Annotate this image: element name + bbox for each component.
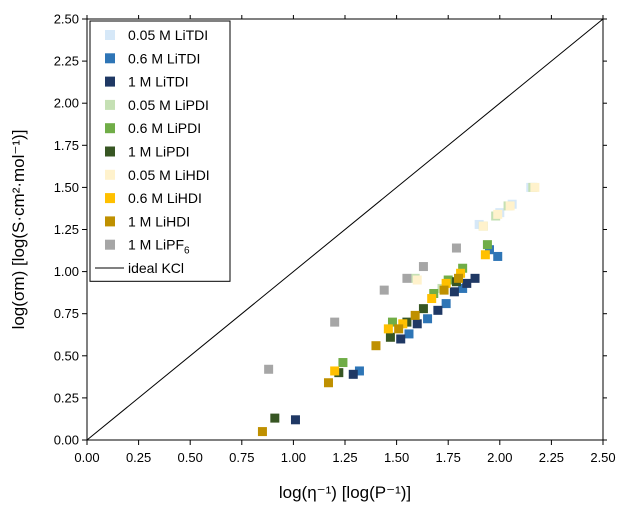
data-point-9-4	[418, 262, 428, 272]
data-point-6-4	[530, 182, 540, 192]
data-point-4-4	[458, 263, 468, 273]
x-tick-label-2: 0.50	[178, 450, 203, 465]
data-point-4-2	[429, 288, 439, 298]
y-axis-title: log(σm) [log(S·cm²·mol⁻¹)]	[9, 130, 28, 330]
legend-swatch-4	[105, 123, 115, 134]
data-point-2-6	[462, 278, 472, 288]
y-tick-label-7: 1.75	[54, 138, 79, 153]
data-point-5-4	[418, 304, 428, 314]
data-point-8-4	[410, 310, 420, 320]
data-point-7-2	[398, 319, 408, 329]
legend-label-2: 1 M LiTDI	[128, 74, 189, 90]
data-point-6-1	[478, 221, 488, 231]
data-point-4-0	[338, 358, 348, 368]
data-point-8-1	[323, 378, 333, 388]
y-tick-label-3: 0.75	[54, 306, 79, 321]
data-point-8-2	[371, 341, 381, 351]
legend: 0.05 M LiTDI 0.6 M LiTDI 1 M LiTDI 0.05 M L…	[89, 20, 231, 282]
data-point-7-1	[383, 324, 393, 334]
legend-label-ideal-kcl: ideal KCl	[128, 260, 184, 276]
data-point-8-6	[454, 273, 464, 283]
legend-label-9: 1 M LiPF6	[128, 237, 190, 257]
data-point-1-2	[423, 314, 433, 324]
data-point-2-2	[396, 334, 406, 344]
x-tick-label-5: 1.25	[332, 450, 357, 465]
legend-label-0: 0.05 M LiTDI	[128, 27, 208, 43]
y-tick-label-5: 1.25	[54, 222, 79, 237]
data-point-9-3	[402, 273, 412, 283]
data-point-7-4	[441, 278, 451, 288]
y-tick-label-2: 0.50	[54, 348, 79, 363]
legend-swatch-0	[105, 30, 115, 40]
data-point-2-1	[348, 369, 358, 379]
x-tick-label-1: 0.25	[126, 450, 151, 465]
legend-swatch-2	[105, 76, 115, 87]
data-point-2-4	[433, 305, 443, 315]
y-tick-label-9: 2.25	[54, 54, 79, 69]
data-point-2-5	[449, 287, 459, 297]
legend-label-1: 0.6 M LiTDI	[128, 50, 200, 66]
x-tick-label-7: 1.75	[436, 450, 461, 465]
data-point-8-0	[257, 427, 267, 437]
legend-swatch-8	[105, 216, 115, 227]
legend-label-5: 1 M LiPDI	[128, 144, 189, 160]
data-point-9-5	[451, 243, 461, 253]
legend-label-8: 1 M LiHDI	[128, 213, 190, 229]
data-point-4-5	[482, 240, 492, 250]
data-point-8-5	[439, 285, 449, 295]
data-point-7-0	[330, 366, 340, 376]
x-tick-label-3: 0.75	[229, 450, 254, 465]
data-point-1-6	[493, 251, 503, 261]
ideal-kcl-line-layer	[86, 18, 604, 441]
legend-swatch-7	[105, 193, 115, 204]
legend-swatch-5	[105, 146, 115, 157]
y-tick-label-4: 1.00	[54, 264, 79, 279]
data-point-1-3	[441, 299, 451, 309]
data-point-9-2	[379, 285, 389, 295]
x-tick-label-8: 2.00	[487, 450, 512, 465]
data-point-9-0	[264, 364, 274, 374]
legend-label-7: 0.6 M LiHDI	[128, 190, 202, 206]
x-tick-label-6: 1.50	[384, 450, 409, 465]
data-point-7-5	[456, 268, 466, 278]
y-tick-label-1: 0.25	[54, 390, 79, 405]
data-point-7-3	[427, 294, 437, 304]
legend-swatch-6	[105, 169, 115, 180]
legend-label-3: 0.05 M LiPDI	[128, 97, 209, 113]
data-point-7-6	[480, 250, 490, 260]
data-point-5-0	[270, 413, 280, 423]
y-tick-label-0: 0.00	[54, 433, 79, 448]
data-point-9-1	[330, 317, 340, 327]
data-point-6-2	[493, 209, 503, 219]
y-tick-label-8: 2.00	[54, 96, 79, 111]
x-tick-label-10: 2.50	[590, 450, 615, 465]
x-tick-label-9: 2.25	[539, 450, 564, 465]
data-point-1-4	[458, 283, 468, 293]
y-tick-label-6: 1.50	[54, 180, 79, 195]
data-point-2-7	[470, 273, 480, 283]
data-point-2-0	[290, 415, 300, 425]
data-point-1-5	[484, 245, 494, 255]
ideal-kcl-line	[86, 18, 604, 441]
x-tick-label-4: 1.00	[281, 450, 306, 465]
data-point-1-1	[404, 329, 414, 339]
x-axis-title: log(η⁻¹) [log(P⁻¹)]	[279, 483, 411, 502]
data-point-5-2	[385, 332, 395, 342]
data-point-2-3	[412, 319, 422, 329]
legend-swatch-9	[105, 239, 115, 250]
data-point-6-0	[412, 275, 422, 285]
data-point-6-3	[505, 201, 515, 211]
y-tick-label-10: 2.50	[54, 12, 79, 27]
legend-swatch-3	[105, 99, 115, 110]
data-points-layer	[257, 182, 540, 437]
data-point-8-3	[394, 324, 404, 334]
x-tick-label-0: 0.00	[74, 450, 99, 465]
legend-swatch-1	[105, 53, 115, 64]
data-point-4-1	[387, 317, 397, 327]
legend-label-6: 0.05 M LiHDI	[128, 167, 210, 183]
axes-layer: 0.00 0.25 0.50 0.75 1.00 1.25 1.50 1.75 2.00 2.25…	[54, 12, 616, 466]
data-point-1-0	[354, 366, 364, 376]
legend-label-4: 0.6 M LiPDI	[128, 120, 201, 136]
